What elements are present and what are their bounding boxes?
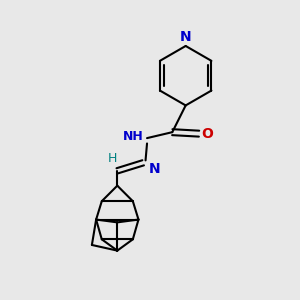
Text: O: O	[201, 127, 213, 141]
Text: NH: NH	[123, 130, 144, 143]
Text: H: H	[108, 152, 118, 166]
Text: N: N	[180, 30, 191, 44]
Text: N: N	[149, 162, 161, 176]
